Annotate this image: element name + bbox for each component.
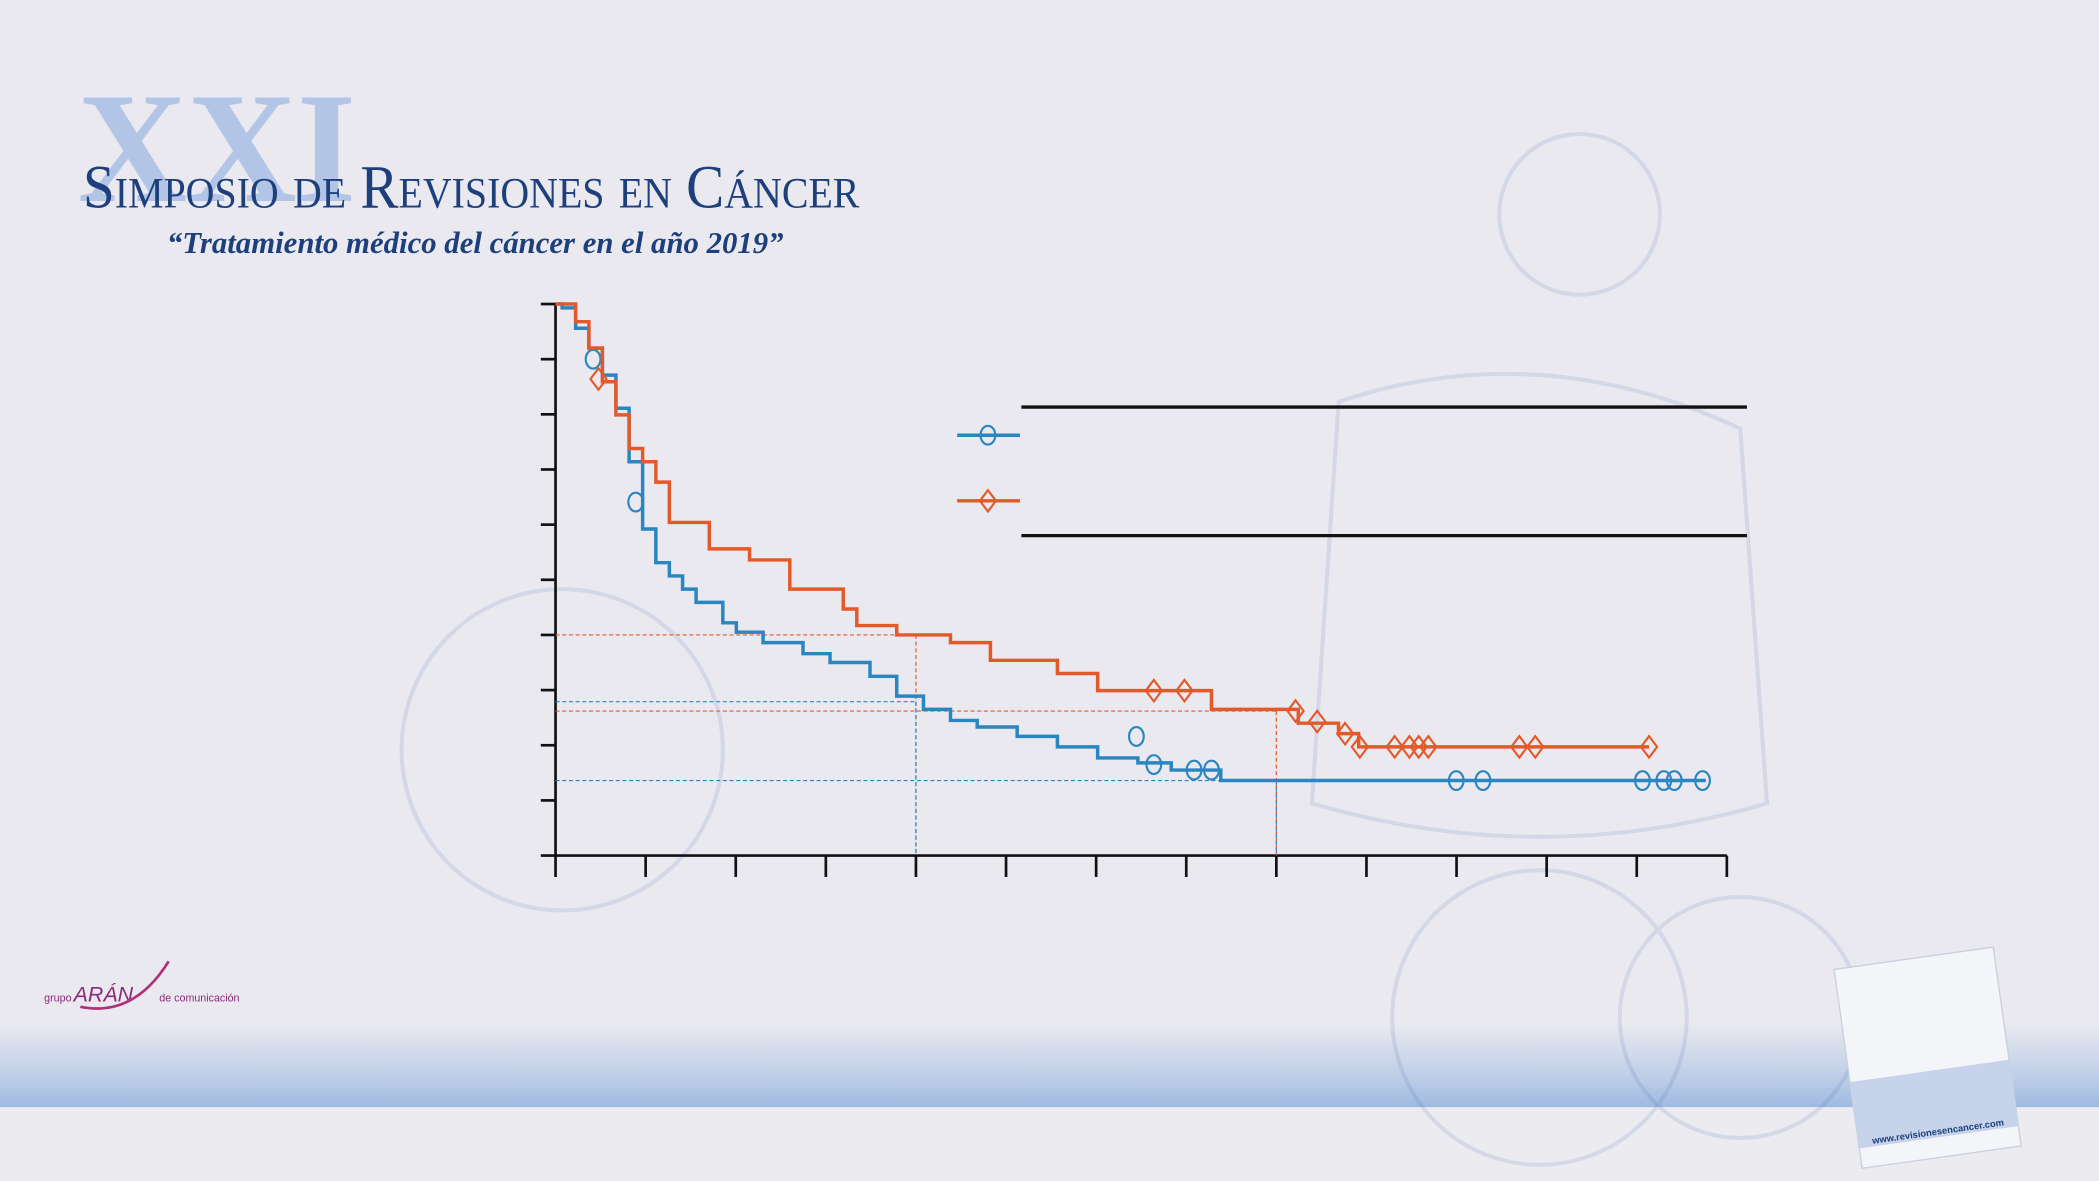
- censor-mark: [1694, 770, 1711, 791]
- censor-mark: [1203, 759, 1220, 781]
- censor-mark: [1175, 678, 1194, 704]
- censor-mark: [1350, 734, 1370, 760]
- cover: www.revisionesencancer.com: [1833, 946, 2022, 1170]
- censor-mark: [1639, 734, 1659, 760]
- censor-mark: [1474, 770, 1492, 791]
- bottom-band: [0, 1024, 2099, 1108]
- censor-mark: [1447, 770, 1465, 791]
- survival-curve: [555, 302, 1650, 749]
- subtitle: “Tratamiento médico del cáncer en el año…: [167, 226, 784, 260]
- censor-mark: [1525, 734, 1545, 760]
- censor-mark: [1185, 759, 1203, 781]
- censor-mark: [1634, 770, 1651, 791]
- chart: [540, 302, 1729, 877]
- legend: [957, 405, 1747, 538]
- censor-mark: [1144, 678, 1164, 704]
- censor-mark: [1145, 754, 1163, 775]
- censor-mark: [1307, 709, 1327, 735]
- censor-mark: [1335, 721, 1355, 747]
- legend-marker: [979, 424, 997, 446]
- logo-small: grupo: [44, 992, 71, 1004]
- censor-mark: [1655, 770, 1673, 791]
- censor-mark: [589, 366, 608, 392]
- legend-marker: [978, 488, 998, 514]
- censor-mark: [1665, 770, 1683, 791]
- footer: [0, 1107, 2099, 1181]
- logo-suffix: de comunicación: [159, 992, 239, 1004]
- censor-mark: [1286, 698, 1305, 724]
- title: Simposio de Revisiones en Cáncer: [83, 154, 860, 222]
- censor-mark: [1385, 734, 1405, 760]
- logo-swoosh: [80, 960, 170, 1010]
- cover-art: [1849, 1059, 2019, 1149]
- censor-mark: [1509, 734, 1529, 760]
- edition-mark: XXI: [78, 61, 356, 236]
- censor-mark: [1127, 725, 1145, 747]
- censor-mark: [1400, 734, 1419, 760]
- censor-mark: [1418, 734, 1438, 760]
- censor-mark: [627, 491, 645, 513]
